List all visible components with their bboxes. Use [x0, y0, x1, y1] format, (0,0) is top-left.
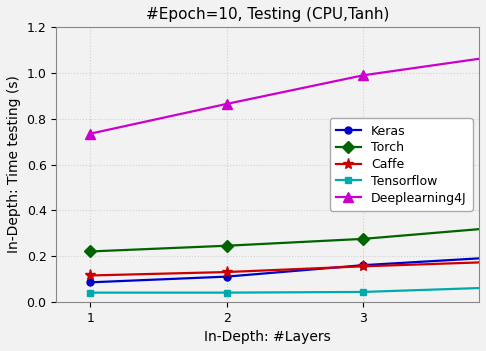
Tensorflow — [224, 291, 230, 295]
Deeplearning4J — [224, 102, 230, 106]
Line: Keras: Keras — [87, 254, 486, 286]
Keras — [224, 274, 230, 279]
Line: Deeplearning4J: Deeplearning4J — [86, 51, 486, 139]
Keras — [360, 263, 366, 267]
Y-axis label: In-Depth: Time testing (s): In-Depth: Time testing (s) — [7, 75, 21, 253]
Caffe — [360, 264, 366, 269]
Title: #Epoch=10, Testing (CPU,Tanh): #Epoch=10, Testing (CPU,Tanh) — [146, 7, 389, 22]
Line: Tensorflow: Tensorflow — [87, 284, 486, 296]
Torch — [360, 237, 366, 241]
Deeplearning4J — [360, 73, 366, 78]
X-axis label: In-Depth: #Layers: In-Depth: #Layers — [204, 330, 331, 344]
Keras — [87, 280, 93, 284]
Deeplearning4J — [87, 132, 93, 136]
Tensorflow — [360, 290, 366, 294]
Legend: Keras, Torch, Caffe, Tensorflow, Deeplearning4J: Keras, Torch, Caffe, Tensorflow, Deeplea… — [330, 118, 473, 211]
Tensorflow — [87, 291, 93, 295]
Torch — [87, 249, 93, 253]
Torch — [224, 244, 230, 248]
Line: Caffe: Caffe — [85, 256, 486, 281]
Line: Torch: Torch — [86, 223, 486, 256]
Caffe — [224, 270, 230, 274]
Caffe — [87, 273, 93, 278]
